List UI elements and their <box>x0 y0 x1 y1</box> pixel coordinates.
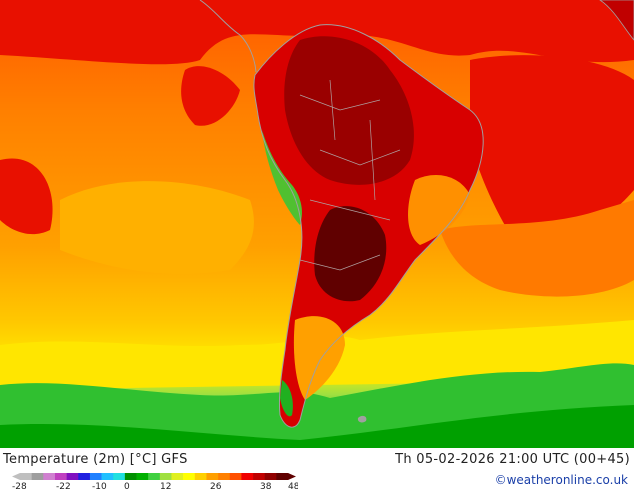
legend-swatch <box>264 473 277 480</box>
legend-swatch <box>171 473 184 480</box>
legend-swatch <box>148 473 161 480</box>
atlantic-orange <box>440 200 634 297</box>
pacific-tongue <box>0 158 53 235</box>
legend-tick-label: 0 <box>124 482 130 490</box>
central-america <box>199 0 257 73</box>
legend-swatch <box>54 473 67 480</box>
legend-swatch <box>101 473 114 480</box>
legend-tick-label: -28 <box>12 482 27 490</box>
amazon-dark-core <box>284 36 414 185</box>
color-legend: -28 -22 -10 0 12 26 38 48 <box>12 473 298 490</box>
country-borders <box>299 79 401 271</box>
legend-swatch <box>229 473 242 480</box>
legend-tick-label: 48 <box>288 482 298 490</box>
africa-edge <box>599 0 634 41</box>
legend-tick-label: -22 <box>56 482 71 490</box>
legend-swatch <box>20 473 32 480</box>
legend-swatch <box>194 473 207 480</box>
legend-swatch <box>218 473 231 480</box>
legend-swatch <box>159 473 172 480</box>
andes-green-strip <box>262 130 303 225</box>
legend-tick-label: 26 <box>210 482 222 490</box>
legend-swatch <box>241 473 254 480</box>
legend-tick-label: 12 <box>160 482 171 490</box>
southern-dark-green <box>0 405 634 448</box>
legend-swatch <box>276 473 289 480</box>
legend-swatch <box>253 473 265 480</box>
legend-swatch <box>31 473 44 480</box>
pacific-yellow-plume <box>60 181 254 274</box>
patagonia-green-tip <box>280 380 293 417</box>
legend-swatch <box>66 473 79 480</box>
patagonia-orange <box>293 316 345 400</box>
falklands <box>357 415 367 423</box>
valid-time: Th 05-02-2026 21:00 UTC (00+45) <box>395 452 630 467</box>
credit-link[interactable]: ©weatheronline.co.uk <box>494 473 628 487</box>
legend-swatch <box>78 473 91 480</box>
footer: Temperature (2m) [°C] GFS Th 05-02-2026 … <box>0 448 634 490</box>
legend-swatch <box>124 473 137 480</box>
legend-swatch <box>113 473 126 480</box>
temperature-map <box>0 0 634 448</box>
legend-swatch <box>89 473 102 480</box>
legend-swatch <box>206 473 219 480</box>
legend-arrow-left <box>12 473 20 480</box>
legend-swatch <box>183 473 196 480</box>
brazil-coast-orange <box>408 175 470 245</box>
atlantic-warm-patch <box>470 55 634 251</box>
legend-swatch <box>136 473 149 480</box>
legend-tick-label: 38 <box>260 482 272 490</box>
map-title: Temperature (2m) [°C] GFS <box>3 452 188 467</box>
coastline <box>253 24 484 428</box>
legend-arrow-right <box>288 473 296 480</box>
pacific-hot-patch <box>181 66 240 126</box>
legend-swatch <box>43 473 56 480</box>
legend-tick-label: -10 <box>92 482 107 490</box>
chaco-very-hot <box>314 206 387 302</box>
